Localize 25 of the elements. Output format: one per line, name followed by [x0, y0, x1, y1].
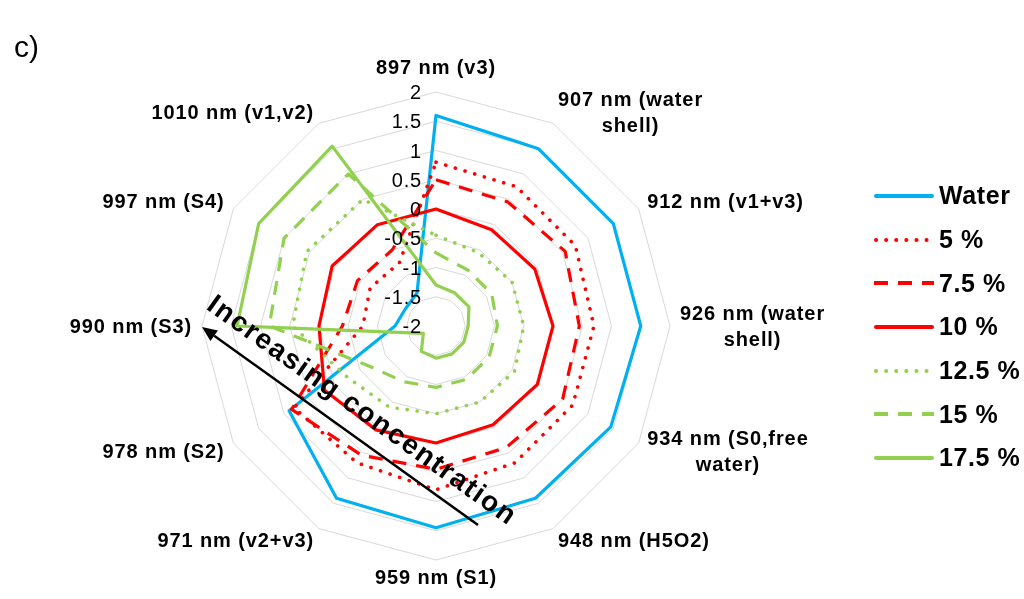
- spoke-label: 997 nm (S4): [102, 190, 225, 212]
- y-tick-label: 2: [410, 81, 422, 103]
- spoke-label: 897 nm (v3): [376, 56, 496, 78]
- y-tick-label: 1: [410, 139, 422, 162]
- spoke-label: 971 nm (v2+v3): [157, 529, 314, 552]
- spoke-label: 948 nm (H5O2): [558, 529, 710, 552]
- spoke-label: 1010 nm (v1,v2): [151, 100, 314, 123]
- spoke-label: 926 nm (water shell): [680, 302, 826, 350]
- y-tick-label: 1.5: [391, 110, 422, 133]
- spoke-label: 990 nm (S3): [69, 315, 192, 337]
- legend-label: 15 %: [939, 399, 999, 429]
- legend-label: Water: [939, 181, 1011, 211]
- spoke-label: 907 nm (water shell): [558, 87, 704, 136]
- y-tick-label: 0.5: [391, 168, 422, 191]
- spoke-label: 959 nm (S1): [374, 566, 498, 588]
- chart-title: c): [14, 29, 39, 63]
- legend-label: 12.5 %: [939, 356, 1021, 386]
- legend-label: 17.5 %: [939, 443, 1021, 473]
- y-tick-label: -2: [402, 315, 422, 337]
- legend-label: 10 %: [939, 312, 999, 342]
- legend-label: 7.5 %: [939, 268, 1006, 298]
- spoke-label: 912 nm (v1+v3): [647, 190, 804, 212]
- spoke-label: 934 nm (S0,free water): [647, 427, 809, 475]
- legend-label: 5 %: [939, 225, 984, 255]
- spoke-label: 978 nm (S2): [102, 440, 225, 462]
